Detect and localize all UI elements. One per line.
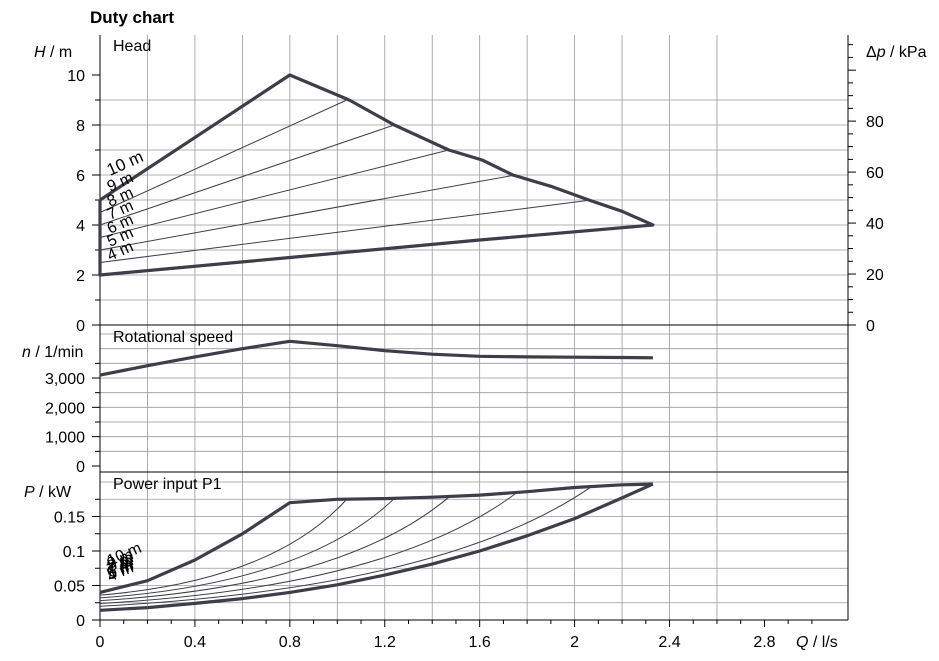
head-y2label: Δp / kPa <box>866 44 927 61</box>
head-iso-line <box>99 124 395 226</box>
head-ytick-label: 4 <box>76 218 85 235</box>
power-iso-line <box>99 498 395 599</box>
speed-curve <box>99 339 653 377</box>
head-y2tick-label: 80 <box>866 114 884 131</box>
power-ytick-label: 0 <box>76 613 85 630</box>
power-ytick-label: 0.05 <box>54 579 85 596</box>
xtick-label: 2.4 <box>658 634 680 651</box>
x-axis-label: Q / l/s <box>796 634 838 651</box>
head-ytick-label: 2 <box>76 268 85 285</box>
xtick-label: 1.2 <box>374 634 396 651</box>
xtick-label: 2.8 <box>753 634 775 651</box>
grid-lines <box>100 35 848 620</box>
xtick-label: 0.4 <box>184 634 206 651</box>
chart-labels: 024681002040608001,0002,0003,00000.050.1… <box>22 8 927 651</box>
power-iso-line <box>99 498 348 596</box>
head-ytick-label: 8 <box>76 118 85 135</box>
power-ylabel: P / kW <box>24 484 72 501</box>
head-iso-line <box>99 174 516 251</box>
speed-panel-label: Rotational speed <box>113 329 233 346</box>
speed-ylabel: n / 1/min <box>22 344 83 361</box>
xtick-label: 0 <box>96 634 105 651</box>
power-min-curve <box>99 482 654 612</box>
xtick-label: 0.8 <box>279 634 301 651</box>
speed-ytick-label: 0 <box>76 459 85 476</box>
power-ytick-label: 0.1 <box>63 544 85 561</box>
head-y2tick-label: 0 <box>866 318 875 335</box>
head-y2tick-label: 40 <box>866 216 884 233</box>
head-ytick-label: 6 <box>76 168 85 185</box>
head-iso-line <box>99 199 592 263</box>
head-envelope-curve <box>98 73 655 277</box>
xtick-label: 2 <box>570 634 579 651</box>
power-max-curve <box>99 482 653 594</box>
head-ytick-label: 10 <box>67 68 85 85</box>
speed-ytick-label: 2,000 <box>45 400 85 417</box>
head-iso-line <box>99 99 347 213</box>
head-ylabel: H / m <box>34 44 72 61</box>
performance-curves <box>98 73 655 612</box>
speed-ytick-label: 1,000 <box>45 430 85 447</box>
power-iso-line <box>99 493 516 604</box>
head-y2tick-label: 60 <box>866 165 884 182</box>
xtick-label: 1.6 <box>469 634 491 651</box>
head-panel-label: Head <box>113 38 151 55</box>
panel-frames <box>99 35 849 621</box>
power-ytick-label: 0.15 <box>54 510 85 527</box>
power-panel-label: Power input P1 <box>113 476 222 493</box>
head-y2tick-label: 20 <box>866 267 884 284</box>
chart-title: Duty chart <box>90 8 174 27</box>
speed-ytick-label: 3,000 <box>45 371 85 388</box>
power-iso-line <box>99 486 592 607</box>
power-iso-line <box>99 496 450 602</box>
head-ytick-label: 0 <box>76 318 85 335</box>
head-iso-line <box>99 149 449 238</box>
